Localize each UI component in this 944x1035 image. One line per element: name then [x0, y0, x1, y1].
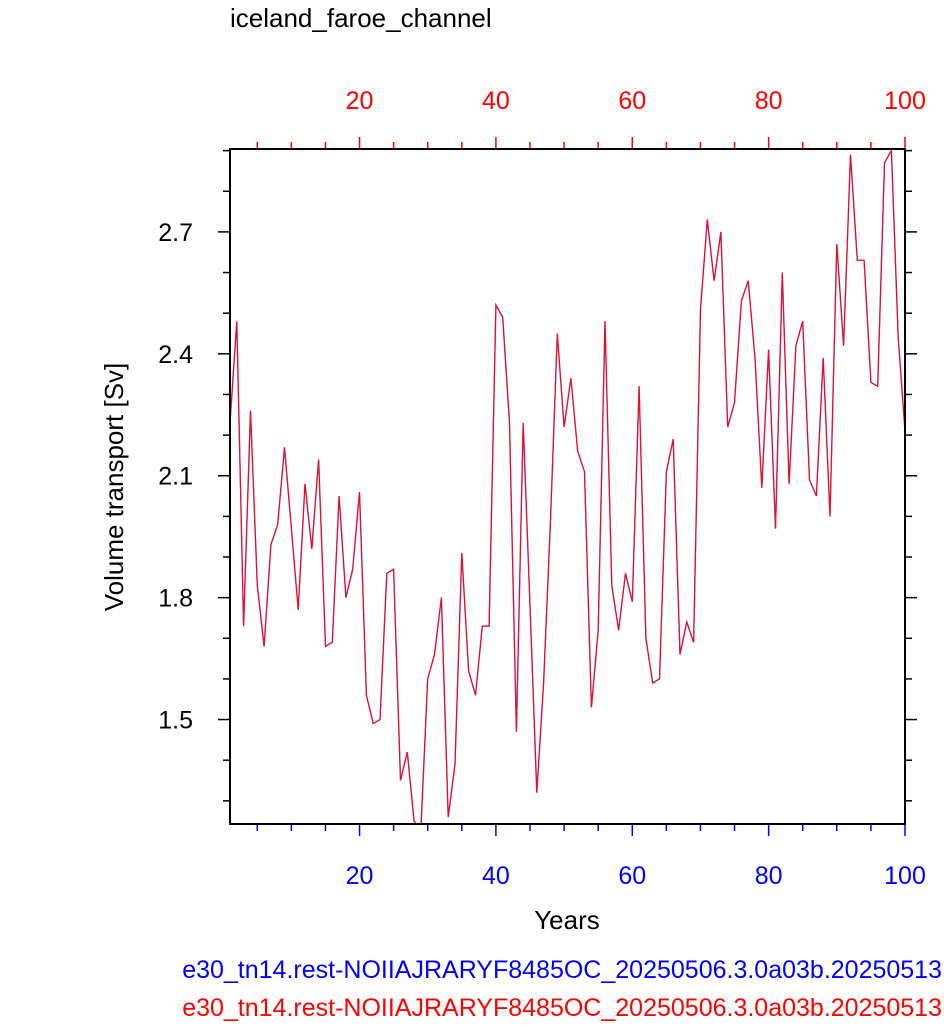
axis-ticks: 20 20 40 40 60 60 80 80 100 100 1.5 1.8 2.1 2.4 2.7 [158, 87, 926, 890]
y-tick-label: 2.1 [158, 463, 193, 491]
x-tick-label-bottom: 80 [755, 862, 783, 890]
y-tick-label: 2.7 [158, 219, 193, 247]
y-tick-label: 1.8 [158, 585, 193, 613]
caption-blue: e30_tn14.rest-NOIIAJRARYF8485OC_20250506… [182, 956, 942, 984]
series-line [230, 149, 905, 824]
x-tick-label-top: 100 [884, 87, 926, 115]
x-tick-label-top: 20 [346, 87, 374, 115]
x-tick-label-bottom: 40 [482, 862, 510, 890]
y-tick-label: 1.5 [158, 707, 193, 735]
x-tick-label-top: 80 [755, 87, 783, 115]
x-tick-label-top: 60 [618, 87, 646, 115]
series-line [230, 149, 905, 824]
plot-frame [229, 148, 906, 825]
x-tick-label-bottom: 20 [346, 862, 374, 890]
x-axis-label: Years [534, 905, 600, 935]
series-lines [230, 149, 905, 824]
x-tick-label-top: 40 [482, 87, 510, 115]
caption-red: e30_tn14.rest-NOIIAJRARYF8485OC_20250506… [182, 994, 942, 1022]
chart-title: iceland_faroe_channel [230, 3, 492, 33]
y-axis-label: Volume transport [Sv] [99, 363, 129, 612]
x-tick-label-bottom: 60 [618, 862, 646, 890]
y-tick-label: 2.4 [158, 341, 193, 369]
x-tick-label-bottom: 100 [884, 862, 926, 890]
